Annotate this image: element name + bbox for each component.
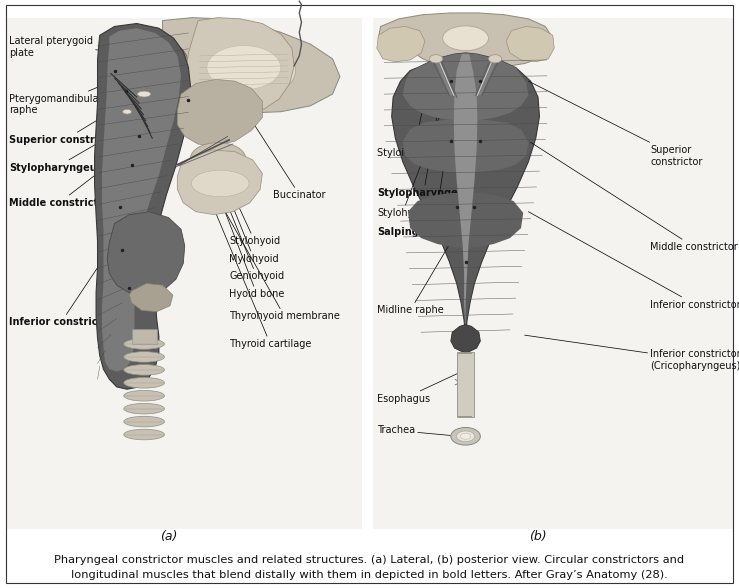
Text: Buccinator: Buccinator bbox=[236, 97, 326, 201]
Text: (b): (b) bbox=[529, 530, 547, 543]
Text: Stylohyoid: Stylohyoid bbox=[211, 146, 280, 246]
Text: Styloid process: Styloid process bbox=[377, 60, 451, 158]
Text: Geniohyoid: Geniohyoid bbox=[208, 158, 285, 282]
Ellipse shape bbox=[124, 352, 165, 362]
Text: Mylohyoid: Mylohyoid bbox=[211, 152, 279, 264]
Polygon shape bbox=[403, 119, 528, 173]
Ellipse shape bbox=[207, 46, 281, 90]
Text: (a): (a) bbox=[160, 530, 177, 543]
Text: Thyrohyoid membrane: Thyrohyoid membrane bbox=[207, 179, 340, 322]
Polygon shape bbox=[408, 193, 523, 248]
Text: Superior
constrictor: Superior constrictor bbox=[528, 81, 703, 166]
Ellipse shape bbox=[457, 431, 475, 442]
Text: Middle constrictor: Middle constrictor bbox=[531, 142, 738, 252]
Text: Thyroid cartilage: Thyroid cartilage bbox=[205, 188, 311, 349]
Text: Pterygomandibular
raphe: Pterygomandibular raphe bbox=[9, 81, 112, 115]
Polygon shape bbox=[133, 18, 340, 113]
Text: Hyoid bone: Hyoid bone bbox=[207, 165, 285, 299]
Ellipse shape bbox=[137, 91, 151, 97]
Polygon shape bbox=[107, 212, 185, 295]
Polygon shape bbox=[403, 53, 528, 121]
Ellipse shape bbox=[443, 26, 488, 51]
Bar bbox=[132, 329, 157, 344]
Polygon shape bbox=[177, 150, 262, 215]
Polygon shape bbox=[377, 26, 425, 62]
Text: Inferior constrictor: Inferior constrictor bbox=[528, 212, 739, 310]
Ellipse shape bbox=[124, 339, 165, 349]
Ellipse shape bbox=[451, 427, 480, 445]
Polygon shape bbox=[392, 53, 539, 336]
Ellipse shape bbox=[460, 433, 471, 439]
Ellipse shape bbox=[144, 43, 188, 87]
Polygon shape bbox=[177, 79, 262, 146]
Ellipse shape bbox=[191, 171, 249, 197]
Polygon shape bbox=[451, 325, 480, 353]
Polygon shape bbox=[186, 18, 294, 113]
Text: Midline raphe: Midline raphe bbox=[377, 223, 462, 316]
Text: Stylopharyngeus: Stylopharyngeus bbox=[9, 136, 109, 173]
Polygon shape bbox=[378, 13, 553, 68]
Ellipse shape bbox=[124, 390, 165, 401]
Text: Superior constrictor: Superior constrictor bbox=[9, 113, 120, 145]
Text: longitudinal muscles that blend distally with them in depicted in bold letters. : longitudinal muscles that blend distally… bbox=[71, 570, 668, 580]
Ellipse shape bbox=[191, 142, 245, 175]
Ellipse shape bbox=[218, 51, 285, 89]
Polygon shape bbox=[148, 38, 177, 62]
Ellipse shape bbox=[124, 429, 165, 440]
Ellipse shape bbox=[124, 403, 165, 414]
Ellipse shape bbox=[488, 55, 502, 63]
Text: Inferior constrictor: Inferior constrictor bbox=[9, 250, 114, 328]
Text: Pharyngeal constrictor muscles and related structures. (a) Lateral, (b) posterio: Pharyngeal constrictor muscles and relat… bbox=[55, 555, 684, 566]
Text: Middle constrictor: Middle constrictor bbox=[9, 166, 109, 208]
Ellipse shape bbox=[124, 416, 165, 427]
Text: Lateral pterygoid
plate: Lateral pterygoid plate bbox=[9, 36, 146, 58]
Polygon shape bbox=[95, 24, 191, 389]
Text: Esophagus: Esophagus bbox=[377, 370, 464, 404]
Text: Salpingopharyngeus: Salpingopharyngeus bbox=[377, 95, 491, 238]
Ellipse shape bbox=[123, 109, 132, 114]
Bar bbox=[457, 352, 474, 417]
Polygon shape bbox=[454, 54, 477, 329]
Ellipse shape bbox=[124, 377, 165, 388]
Polygon shape bbox=[102, 28, 181, 372]
Bar bbox=[373, 18, 734, 529]
Bar bbox=[7, 18, 362, 529]
Ellipse shape bbox=[429, 55, 443, 63]
Text: Trachea: Trachea bbox=[377, 425, 460, 436]
Text: Stylopharyngeus: Stylopharyngeus bbox=[377, 87, 471, 198]
Ellipse shape bbox=[124, 365, 165, 375]
Polygon shape bbox=[506, 26, 554, 62]
Text: Stylohyoid: Stylohyoid bbox=[377, 91, 449, 218]
Polygon shape bbox=[129, 283, 173, 312]
Ellipse shape bbox=[200, 43, 296, 98]
Text: Inferior constrictor
(Cricopharyngeus): Inferior constrictor (Cricopharyngeus) bbox=[525, 335, 739, 370]
